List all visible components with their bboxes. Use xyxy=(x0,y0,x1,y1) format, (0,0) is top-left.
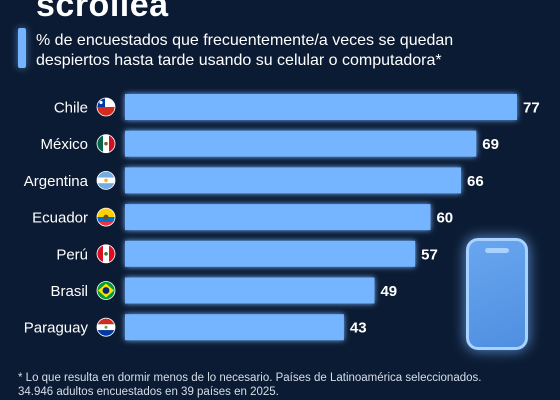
value-label-0: 77 xyxy=(523,100,540,117)
category-label-2: Argentina xyxy=(24,173,89,190)
category-label-0: Chile xyxy=(54,100,88,117)
value-label-2: 66 xyxy=(467,173,484,190)
chart-subtitle-line-1: % de encuestados que frecuentemente/a ve… xyxy=(36,32,454,49)
value-label-5: 49 xyxy=(380,283,397,300)
brazil-flag-icon xyxy=(96,281,116,300)
chart-subtitle-line-2: despiertos hasta tarde usando su celular… xyxy=(36,52,442,69)
argentina-flag-icon xyxy=(96,170,116,190)
value-label-4: 57 xyxy=(421,246,438,263)
bar-5 xyxy=(125,277,375,304)
title-accent-bar xyxy=(18,28,26,68)
category-label-4: Perú xyxy=(56,246,88,263)
phone-notch xyxy=(485,248,509,253)
ecuador-flag-icon xyxy=(96,207,116,227)
bar-1 xyxy=(125,130,477,157)
paraguay-flag-icon xyxy=(96,317,116,337)
bar-3 xyxy=(125,204,431,231)
bar-6 xyxy=(125,314,344,341)
mexico-flag-icon xyxy=(96,134,116,154)
category-label-6: Paraguay xyxy=(24,320,89,337)
bar-0 xyxy=(125,94,517,120)
bar-4 xyxy=(125,240,416,267)
bar-2 xyxy=(125,167,461,194)
chart-title: scrollea xyxy=(36,0,169,24)
footnote-line-1: * Lo que resulta en dormir menos de lo n… xyxy=(18,372,482,384)
chile-flag-icon xyxy=(96,97,116,117)
category-label-3: Ecuador xyxy=(32,210,88,227)
category-label-5: Brasil xyxy=(50,283,88,300)
bar-chart: Chile 77 México 69 Argentina 66 Ecuador 60 Perú 5… xyxy=(24,94,540,341)
value-label-3: 60 xyxy=(436,210,453,227)
value-label-6: 43 xyxy=(350,320,367,337)
smartphone-icon xyxy=(466,238,528,350)
footnote-line-2: 34.946 adultos encuestados en 39 países … xyxy=(18,386,279,398)
category-label-1: México xyxy=(40,136,88,153)
value-label-1: 69 xyxy=(482,136,499,153)
peru-flag-icon xyxy=(96,244,116,264)
